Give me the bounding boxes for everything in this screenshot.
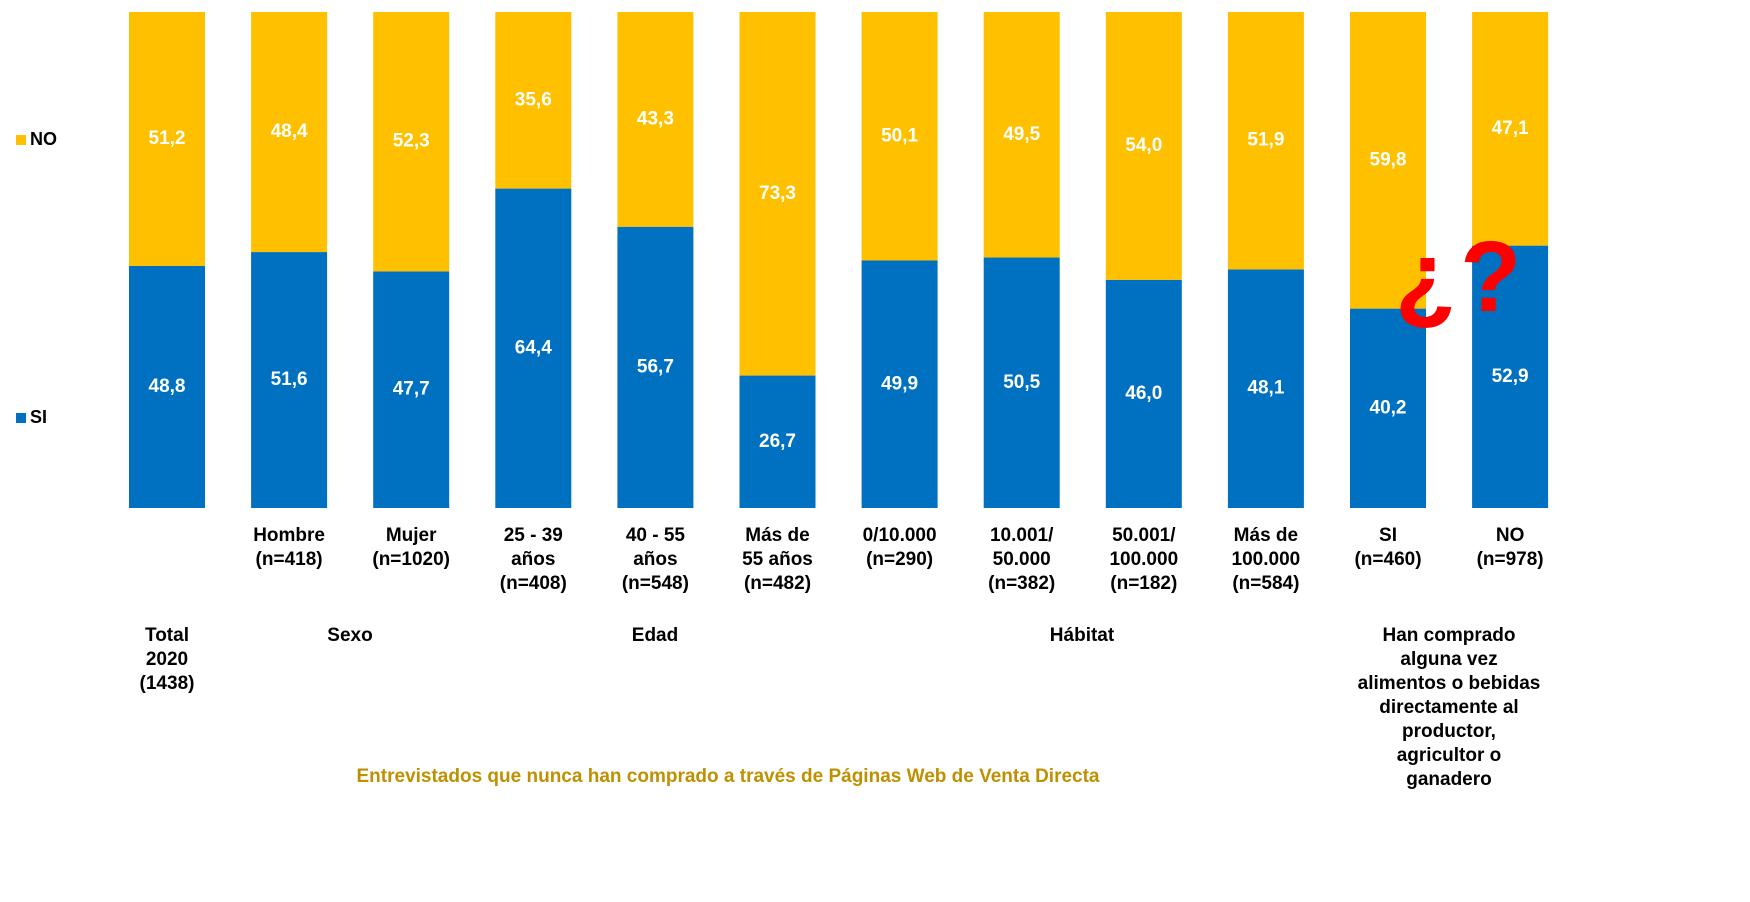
value-label: 49,9 [881,373,918,394]
group-label: Hábitat [1049,625,1115,646]
value-label: 52,9 [1492,366,1529,387]
x-tick-label: Mujer (n=1020) [372,525,450,570]
group-label: Total 2020 (1438) [139,625,195,694]
bar-segment [1472,12,1549,246]
group-label: Han comprado alguna vez alimentos o bebi… [1357,625,1541,790]
group-label: Sexo [327,625,373,646]
x-tick-label: Más de 100.000 (n=584) [1231,525,1301,594]
value-label: 47,7 [393,379,430,400]
value-label: 46,0 [1125,383,1162,404]
value-label: 48,4 [271,121,308,142]
value-label: 59,8 [1370,149,1407,170]
footnote: Entrevistados que nunca han comprado a t… [356,766,1100,787]
bar-segment [861,12,938,261]
bar-segment [129,265,205,508]
value-label: 40,2 [1370,397,1407,418]
bar-segment [251,12,328,253]
bar-segment [739,12,816,376]
x-tick-label: SI (n=460) [1354,525,1422,570]
value-label: 51,2 [149,128,186,149]
x-tick-label: 0/10.000 (n=290) [862,525,937,570]
bar-segment [861,260,938,508]
bar-segment [1227,12,1304,270]
value-label: 50,1 [881,125,918,146]
bar-segment [251,252,328,508]
value-label: 48,8 [149,376,186,397]
bar-segment [1472,245,1549,508]
value-label: 56,7 [637,356,674,377]
value-label: 51,6 [271,369,308,390]
bar-segment [617,12,694,227]
x-tick-label: 50.001/ 100.000 (n=182) [1109,525,1179,594]
bar-segment [617,226,694,508]
x-tick-label: Hombre (n=418) [253,525,325,570]
legend-label: NO [30,129,57,149]
group-label: Edad [631,625,679,646]
bar-segment [1350,308,1426,508]
x-tick-label: Más de 55 años (n=482) [742,525,813,594]
legend-swatch [16,413,26,423]
value-label: 73,3 [759,183,796,204]
value-label: 52,3 [393,131,430,152]
value-label: 64,4 [515,337,552,358]
bar-segment [373,12,450,272]
value-label: 51,9 [1247,130,1284,151]
x-tick-label: 40 - 55 años (n=548) [621,525,689,594]
value-label: 47,1 [1492,118,1529,139]
bar-segment [129,12,205,266]
bar-segment [983,257,1060,508]
x-tick-label: 25 - 39 años (n=408) [499,525,567,594]
value-label: 43,3 [637,108,674,129]
x-tick-label: 10.001/ 50.000 (n=382) [988,525,1056,594]
bar-segment [739,375,816,508]
legend-label: SI [30,407,47,427]
legend-swatch [16,135,26,145]
value-label: 54,0 [1125,135,1162,156]
value-label: 26,7 [759,431,796,452]
bar-segment [495,12,572,189]
value-label: 35,6 [515,89,552,110]
bar-segment [1227,269,1304,508]
value-label: 48,1 [1247,378,1284,399]
bar-segment [1350,12,1426,309]
bar-segment [373,271,450,508]
bar-segment [495,188,572,509]
bar-segment [983,12,1060,258]
bar-segment [1105,279,1182,508]
value-label: 49,5 [1003,124,1040,145]
x-tick-label: NO (n=978) [1476,525,1544,570]
bar-segment [1105,12,1182,280]
annotation: ¿? [1395,221,1526,333]
value-label: 50,5 [1003,372,1040,393]
